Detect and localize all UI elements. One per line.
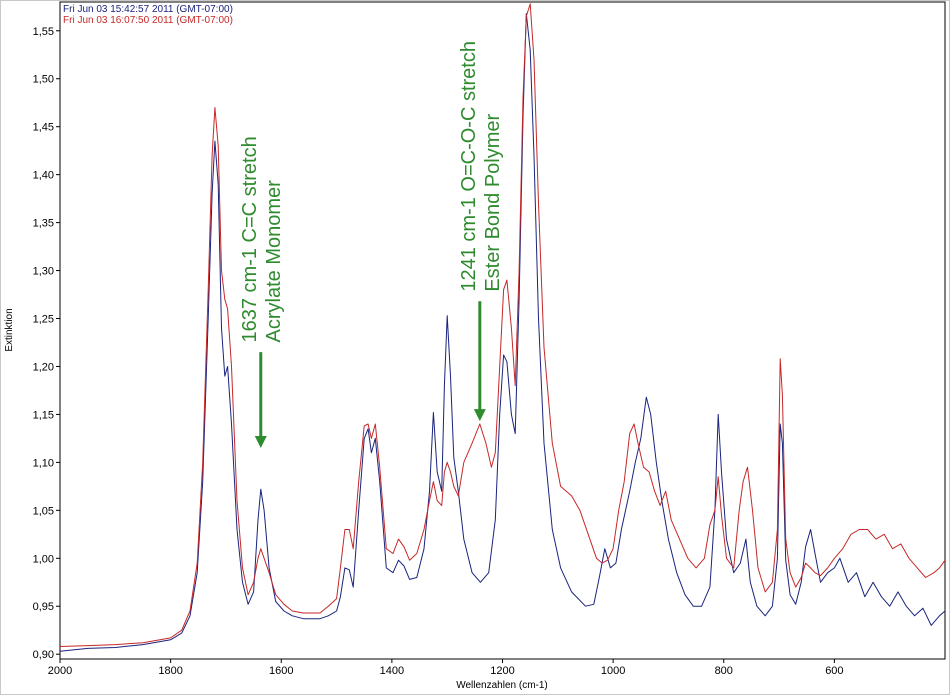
y-tick-label: 0,90 (33, 649, 54, 661)
annotation-text-2-1: 1241 cm-1 O=C-O-C stretch (458, 41, 480, 292)
y-tick-label: 1,50 (33, 74, 54, 86)
series-line-1 (59, 13, 946, 652)
legend-entry-series-1: Fri Jun 03 15:42:57 2011 (GMT-07:00) (63, 4, 233, 15)
y-tick-label: 1,25 (33, 314, 54, 326)
y-tick-label: 1,40 (33, 170, 54, 182)
y-tick-label: 1,45 (33, 122, 54, 134)
x-tick-label: 600 (825, 665, 843, 677)
x-tick-label: 1000 (601, 665, 625, 677)
y-tick-label: 1,20 (33, 361, 54, 373)
annotation-layer: 1637 cm-1 C=C stretch Acrylate Monomer 124… (239, 41, 504, 448)
annotation-text-1-1: 1637 cm-1 C=C stretch (239, 136, 261, 342)
x-tick-label: 2000 (48, 665, 72, 677)
y-tick-label: 1,55 (33, 26, 54, 38)
x-tick-label: 1400 (380, 665, 404, 677)
x-tick-label: 1600 (269, 665, 293, 677)
annotation-text-2-2: Ester Bond Polymer (482, 113, 504, 291)
series-layer (59, 3, 946, 652)
x-tick-label: 1200 (490, 665, 514, 677)
x-axis: 2000 1800 1600 1400 1200 1000 800 600 (48, 659, 844, 677)
annotation-arrow-head-1 (254, 435, 267, 448)
y-axis: 0,90 0,95 1,00 1,05 1,10 1,15 1,20 1,25 1,30 1,35… (33, 26, 60, 661)
x-tick-label: 1800 (158, 665, 182, 677)
x-axis-label: Wellenzahlen (cm-1) (456, 680, 548, 691)
x-tick-label: 800 (715, 665, 733, 677)
y-axis-label: Extinktion (4, 308, 15, 351)
y-tick-label: 1,30 (33, 266, 54, 278)
series-line-2 (59, 3, 946, 647)
y-tick-label: 0,95 (33, 601, 54, 613)
y-tick-label: 1,15 (33, 409, 54, 421)
annotation-text-1-2: Acrylate Monomer (263, 180, 285, 343)
y-tick-label: 1,05 (33, 505, 54, 517)
y-tick-label: 1,00 (33, 553, 54, 565)
annotation-arrow-head-2 (473, 409, 486, 422)
legend-entry-series-2: Fri Jun 03 16:07:50 2011 (GMT-07:00) (63, 15, 233, 26)
y-tick-label: 1,35 (33, 218, 54, 230)
y-tick-label: 1,10 (33, 457, 54, 469)
